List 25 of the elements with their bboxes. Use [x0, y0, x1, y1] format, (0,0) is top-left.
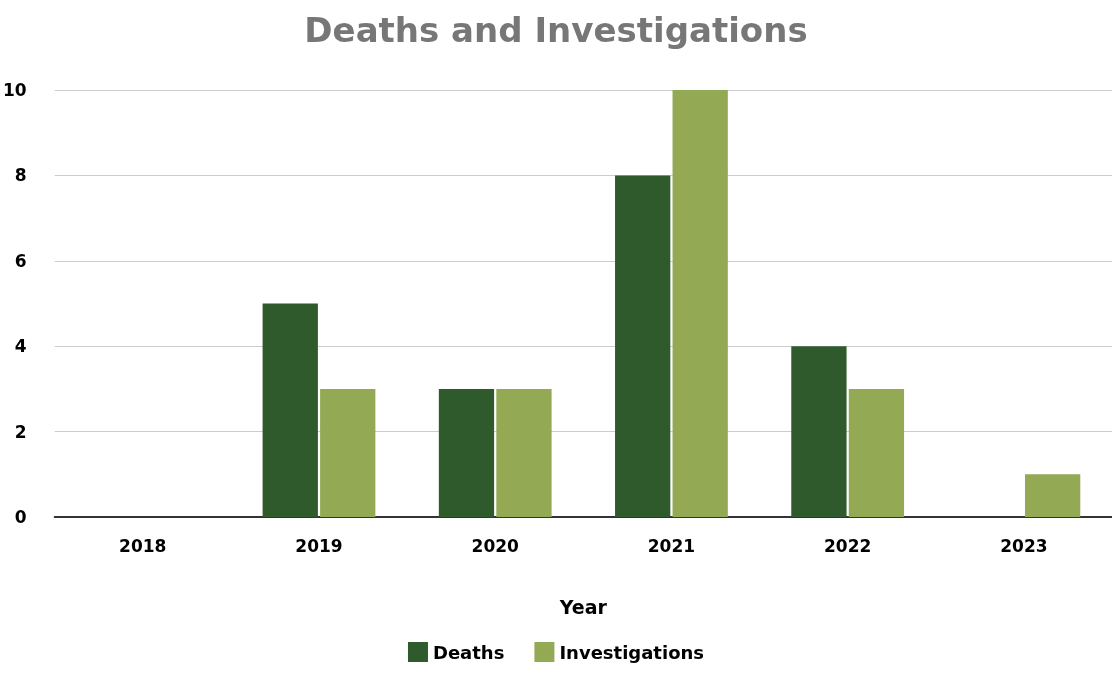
x-tick-label: 2023: [1000, 535, 1048, 556]
y-tick-label: 4: [14, 336, 27, 357]
y-tick-label: 8: [14, 165, 27, 186]
chart-title: Deaths and Investigations: [304, 10, 808, 50]
x-tick-label: 2019: [295, 535, 343, 556]
bar: [848, 388, 905, 517]
bar: [791, 346, 847, 517]
x-tick-label: 2022: [824, 535, 872, 556]
bar: [1024, 474, 1081, 517]
legend-label: Investigations: [559, 641, 705, 663]
legend-label: Deaths: [432, 641, 505, 663]
x-axis-title: Year: [558, 595, 608, 618]
x-tick-label: 2020: [471, 535, 520, 556]
x-tick-label: 2018: [119, 535, 167, 556]
bar: [615, 175, 671, 517]
y-tick-label: 6: [14, 250, 27, 271]
bar: [496, 388, 552, 517]
bar: [438, 388, 495, 517]
bar: [262, 303, 318, 517]
y-tick-label: 0: [14, 507, 27, 527]
x-tick-label: 2021: [647, 535, 696, 556]
y-tick-label: 2: [14, 421, 27, 442]
y-tick-label: 10: [2, 80, 27, 100]
bar: [672, 90, 728, 517]
bar: [320, 388, 376, 517]
